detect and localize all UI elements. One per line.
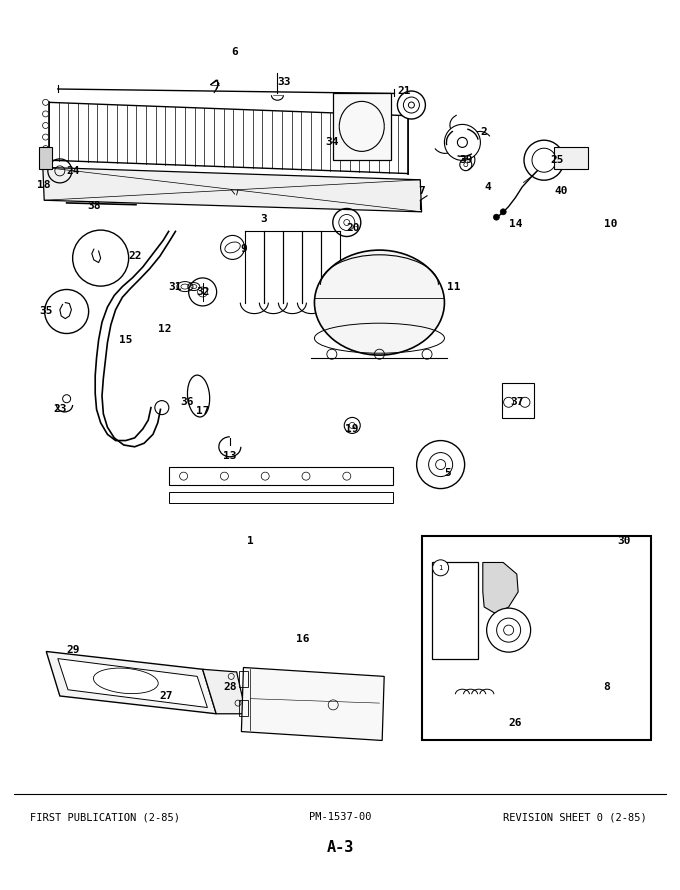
Circle shape <box>487 608 530 652</box>
Text: 32: 32 <box>196 287 209 297</box>
Circle shape <box>524 141 564 180</box>
Text: 1: 1 <box>439 565 443 570</box>
Text: 33: 33 <box>277 77 291 87</box>
Text: 5: 5 <box>444 468 451 479</box>
Text: 8: 8 <box>603 682 610 692</box>
Circle shape <box>43 123 48 128</box>
Text: 11: 11 <box>447 281 461 292</box>
Polygon shape <box>58 659 207 708</box>
Bar <box>169 492 393 503</box>
Text: 12: 12 <box>158 324 171 335</box>
Bar <box>333 93 391 160</box>
Text: 9: 9 <box>240 244 247 255</box>
Circle shape <box>43 111 48 117</box>
Text: 6: 6 <box>231 46 238 57</box>
Circle shape <box>43 134 48 140</box>
Text: 25: 25 <box>551 155 564 166</box>
Text: 36: 36 <box>180 397 194 408</box>
Bar <box>554 147 588 169</box>
Text: 18: 18 <box>37 180 51 190</box>
Text: FIRST PUBLICATION (2-85): FIRST PUBLICATION (2-85) <box>31 812 180 822</box>
Text: 38: 38 <box>87 201 101 212</box>
Text: 10: 10 <box>604 219 617 230</box>
Text: 40: 40 <box>554 186 568 197</box>
Ellipse shape <box>188 375 209 417</box>
Polygon shape <box>483 562 518 614</box>
Text: 24: 24 <box>67 166 80 176</box>
Ellipse shape <box>314 250 445 355</box>
Bar <box>422 536 651 740</box>
Bar <box>432 562 478 659</box>
Text: 20: 20 <box>347 222 360 233</box>
Bar <box>39 147 52 169</box>
Text: REVISION SHEET 0 (2-85): REVISION SHEET 0 (2-85) <box>503 812 647 822</box>
Text: PM-1537-00: PM-1537-00 <box>309 812 371 822</box>
Text: 2: 2 <box>481 126 488 137</box>
Text: 37: 37 <box>510 397 524 408</box>
Text: 13: 13 <box>223 450 237 461</box>
Text: 21: 21 <box>398 85 411 96</box>
Circle shape <box>43 146 48 151</box>
Text: 1: 1 <box>247 536 254 546</box>
Bar <box>169 467 393 485</box>
Circle shape <box>500 209 506 214</box>
Text: 15: 15 <box>119 335 133 345</box>
Circle shape <box>417 441 464 489</box>
Text: 31: 31 <box>169 281 182 292</box>
Text: 4: 4 <box>485 182 492 192</box>
Text: 14: 14 <box>509 219 522 230</box>
Bar <box>502 383 534 418</box>
Text: 27: 27 <box>160 691 173 701</box>
Circle shape <box>43 100 48 105</box>
Text: 7: 7 <box>418 186 425 197</box>
Circle shape <box>494 214 499 220</box>
Text: A-3: A-3 <box>326 840 354 854</box>
Text: 26: 26 <box>509 717 522 728</box>
Polygon shape <box>241 668 384 740</box>
Text: 22: 22 <box>128 251 141 262</box>
Text: 19: 19 <box>345 424 359 434</box>
Polygon shape <box>203 669 246 714</box>
Circle shape <box>43 158 48 163</box>
Bar <box>239 671 248 687</box>
Text: 28: 28 <box>223 682 237 692</box>
Text: 3: 3 <box>260 214 267 224</box>
Text: 30: 30 <box>617 536 631 546</box>
Circle shape <box>445 125 480 160</box>
Polygon shape <box>46 651 216 714</box>
Bar <box>239 700 248 716</box>
Text: 29: 29 <box>67 644 80 655</box>
Polygon shape <box>43 167 422 212</box>
Circle shape <box>432 560 449 576</box>
Text: 16: 16 <box>296 634 309 644</box>
Text: 17: 17 <box>196 406 209 417</box>
Text: 23: 23 <box>53 404 67 415</box>
Text: 35: 35 <box>39 306 53 317</box>
Text: 39: 39 <box>459 155 473 166</box>
Text: 34: 34 <box>325 137 339 148</box>
Circle shape <box>397 91 426 119</box>
